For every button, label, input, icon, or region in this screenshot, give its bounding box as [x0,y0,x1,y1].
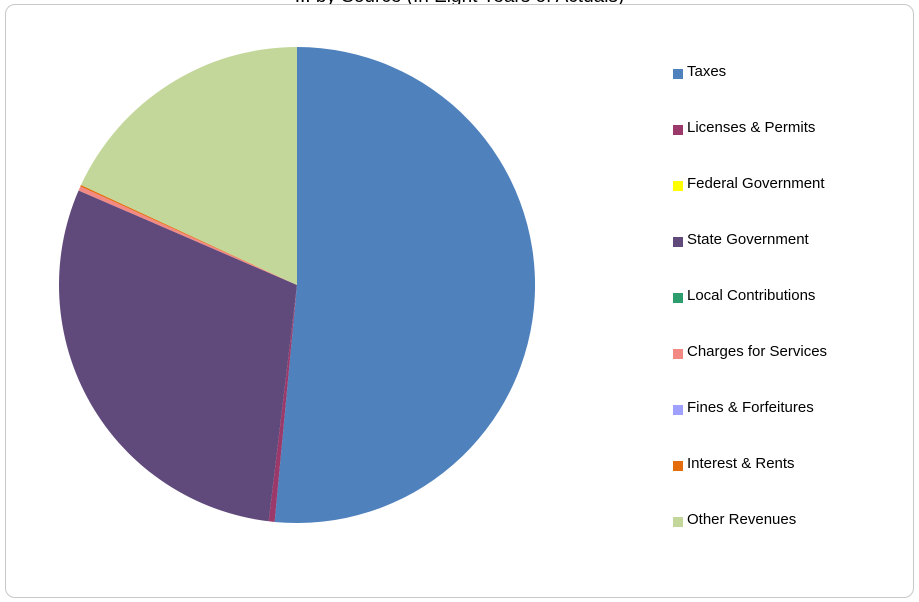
legend-label: Local Contributions [687,287,816,304]
legend-swatch [673,125,683,135]
pie-slice-8 [81,47,298,285]
legend-label: State Government [687,231,809,248]
legend-swatch [673,461,683,471]
pie-slice-0 [274,47,536,523]
legend-label: Other Revenues [687,511,797,528]
legend-label: Fines & Forfeitures [687,399,814,416]
legend-swatch [673,293,683,303]
legend-swatch [673,517,683,527]
pie-slice-1 [268,285,297,522]
legend-swatch [673,237,683,247]
legend-swatch [673,181,683,191]
legend-swatch [673,69,683,79]
pie-slice-5 [78,186,297,285]
legend-label: Federal Government [687,175,825,192]
legend-label: Licenses & Permits [687,119,816,136]
legend-label: Taxes [687,63,727,80]
legend-label: Charges for Services [687,343,828,360]
pie-slice-3 [58,190,297,522]
legend-swatch [673,349,683,359]
pie-slice-7 [80,185,297,285]
chart-title: ... by Source (In Eight Years of Actuals… [0,0,919,20]
legend-label: Interest & Rents [687,455,795,472]
legend-swatch [673,405,683,415]
